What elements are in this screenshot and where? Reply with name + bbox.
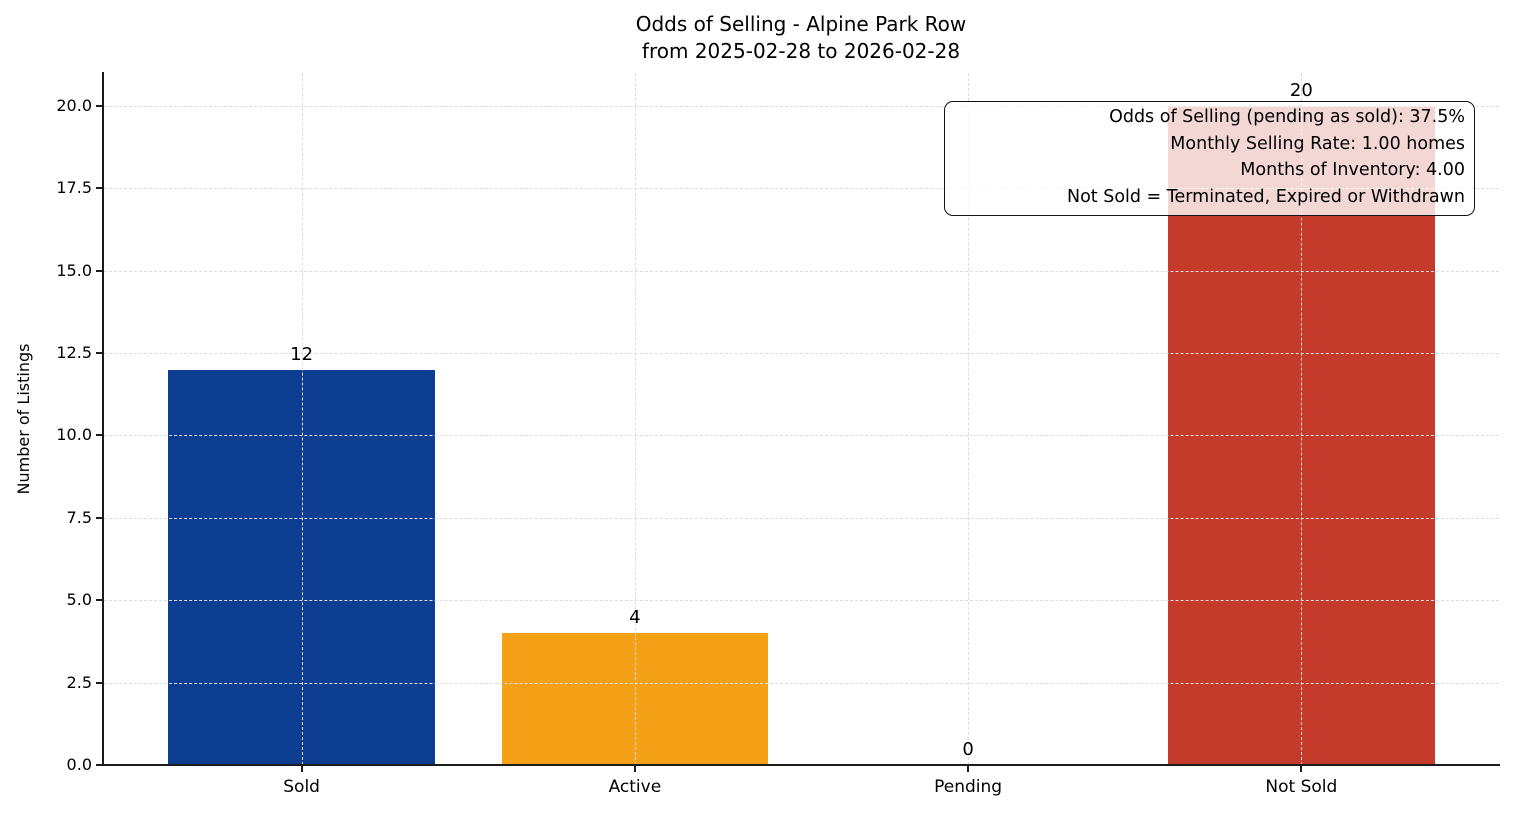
chart-title-line2: from 2025-02-28 to 2026-02-28 bbox=[641, 39, 961, 63]
x-tick-mark bbox=[633, 765, 636, 772]
y-tick-label: 0.0 bbox=[66, 755, 92, 774]
y-tick-mark bbox=[96, 269, 103, 272]
annotation-line-odds: Odds of Selling (pending as sold): 37.5% bbox=[1109, 107, 1465, 127]
y-tick-mark bbox=[96, 104, 103, 107]
x-tick-label: Not Sold bbox=[1265, 777, 1338, 797]
y-axis-spine bbox=[102, 72, 104, 766]
annotation-line-not-sold-note: Not Sold = Terminated, Expired or Withdr… bbox=[1066, 186, 1465, 207]
y-axis-label: Number of Listings bbox=[14, 343, 33, 495]
annotation-line-selling-rate: Monthly Selling Rate: 1.00 homes bbox=[1170, 133, 1465, 154]
gridline-vertical bbox=[634, 73, 636, 765]
y-tick-label: 17.5 bbox=[56, 178, 92, 198]
chart-title-line1: Odds of Selling - Alpine Park Row bbox=[635, 12, 967, 36]
gridline-horizontal bbox=[104, 600, 1499, 602]
gridline-horizontal bbox=[104, 435, 1499, 437]
y-tick-label: 12.5 bbox=[56, 343, 92, 363]
x-tick-label: Sold bbox=[283, 777, 320, 797]
y-tick-mark bbox=[96, 187, 103, 190]
x-axis-spine bbox=[102, 764, 1500, 766]
y-tick-mark bbox=[96, 764, 103, 766]
gridline-horizontal bbox=[104, 517, 1499, 519]
gridline-horizontal bbox=[104, 682, 1499, 684]
bar-value-label: 20 bbox=[1289, 79, 1313, 101]
y-tick-mark bbox=[96, 434, 103, 437]
y-tick-label: 2.5 bbox=[66, 672, 92, 692]
x-tick-label: Active bbox=[608, 777, 662, 797]
y-tick-label: 5.0 bbox=[66, 590, 92, 610]
y-tick-label: 10.0 bbox=[56, 425, 92, 445]
gridline-horizontal bbox=[104, 188, 1499, 190]
y-tick-label: 15.0 bbox=[56, 260, 92, 280]
gridline-vertical bbox=[968, 73, 970, 765]
y-tick-label: 7.5 bbox=[66, 507, 92, 527]
x-tick-mark bbox=[967, 765, 970, 772]
annotation-box: Odds of Selling (pending as sold): 37.5%… bbox=[944, 101, 1475, 216]
y-tick-label: 20.0 bbox=[56, 95, 92, 115]
bar-value-label: 4 bbox=[629, 607, 641, 629]
gridline-horizontal bbox=[104, 105, 1499, 107]
gridline-vertical bbox=[301, 73, 303, 765]
annotation-line-inventory: Months of Inventory: 4.00 bbox=[1240, 160, 1465, 180]
gridline-horizontal bbox=[104, 270, 1499, 272]
bar-value-label: 0 bbox=[962, 739, 974, 760]
chart-title: Odds of Selling - Alpine Park Row from 2… bbox=[636, 11, 967, 65]
x-tick-label: Pending bbox=[934, 777, 1003, 797]
x-tick-mark bbox=[300, 765, 303, 772]
y-tick-mark bbox=[96, 352, 103, 355]
gridline-vertical bbox=[1301, 73, 1303, 765]
y-tick-mark bbox=[96, 599, 103, 602]
x-tick-mark bbox=[1300, 765, 1303, 772]
y-tick-mark bbox=[96, 516, 103, 519]
bar-value-label: 12 bbox=[290, 343, 314, 365]
y-tick-mark bbox=[96, 681, 103, 684]
gridline-horizontal bbox=[104, 353, 1499, 355]
